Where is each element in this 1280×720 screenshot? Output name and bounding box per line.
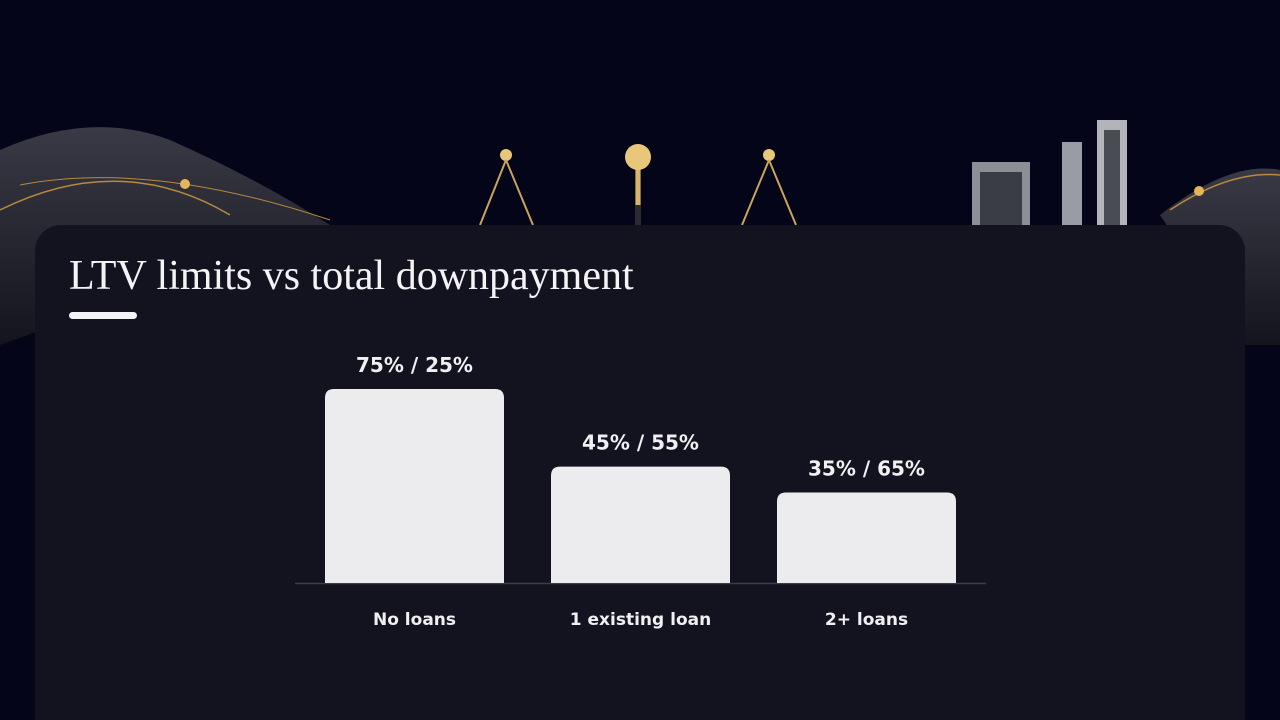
value-label: 35% / 65% (808, 456, 925, 480)
x-tick-label: 2+ loans (825, 610, 908, 630)
chart-title: LTV limits vs total downpayment (69, 253, 634, 299)
bar (325, 389, 504, 583)
value-label: 45% / 55% (582, 431, 699, 455)
x-tick-label: No loans (373, 610, 456, 630)
title-underline (69, 312, 137, 319)
bar (551, 466, 730, 583)
value-label: 75% / 25% (356, 353, 473, 377)
x-tick-label: 1 existing loan (570, 610, 711, 630)
bar (777, 492, 956, 583)
